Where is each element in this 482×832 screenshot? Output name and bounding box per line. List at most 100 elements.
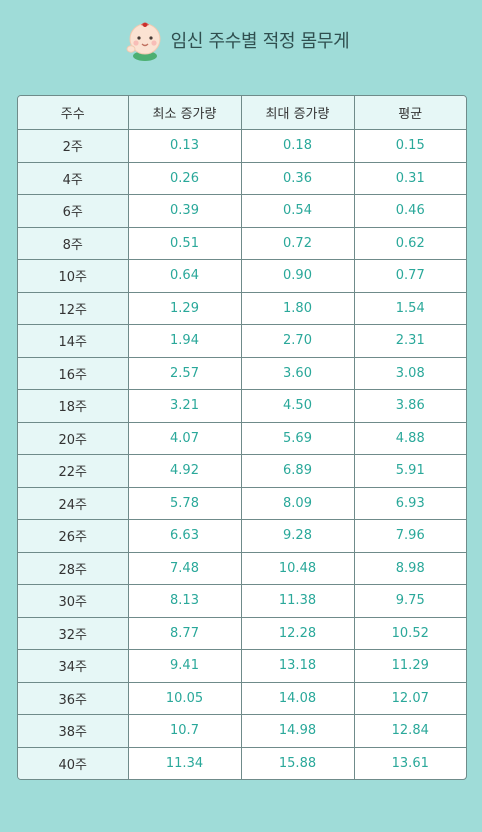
weight-table: 주수 최소 증가량 최대 증가량 평균 2주 0.13 0.18 0.15 4주 0.26… bbox=[17, 95, 467, 780]
week-cell: 14주 bbox=[18, 324, 129, 358]
max-gain-cell: 0.72 bbox=[241, 227, 355, 260]
table-row: 26주 6.63 9.28 7.96 bbox=[18, 519, 466, 553]
max-gain-cell: 0.18 bbox=[241, 129, 355, 163]
average-cell: 3.86 bbox=[354, 389, 466, 423]
min-gain-cell: 0.64 bbox=[128, 259, 242, 293]
week-cell: 32주 bbox=[18, 617, 129, 650]
max-gain-cell: 9.28 bbox=[241, 519, 355, 553]
week-cell: 24주 bbox=[18, 487, 129, 520]
average-cell: 0.31 bbox=[354, 162, 466, 195]
average-cell: 12.84 bbox=[354, 714, 466, 748]
week-cell: 16주 bbox=[18, 357, 129, 390]
min-gain-cell: 1.94 bbox=[128, 324, 242, 358]
min-gain-cell: 3.21 bbox=[128, 389, 242, 423]
average-cell: 12.07 bbox=[354, 682, 466, 715]
average-cell: 7.96 bbox=[354, 519, 466, 553]
average-cell: 10.52 bbox=[354, 617, 466, 650]
max-gain-cell: 4.50 bbox=[241, 389, 355, 423]
table-body: 2주 0.13 0.18 0.15 4주 0.26 0.36 0.31 6주 0.39 0.54 0.… bbox=[18, 129, 466, 779]
table-row: 18주 3.21 4.50 3.86 bbox=[18, 389, 466, 423]
average-cell: 9.75 bbox=[354, 584, 466, 618]
table-row: 28주 7.48 10.48 8.98 bbox=[18, 552, 466, 585]
min-gain-cell: 0.13 bbox=[128, 129, 242, 163]
week-cell: 26주 bbox=[18, 519, 129, 553]
table-row: 14주 1.94 2.70 2.31 bbox=[18, 324, 466, 358]
min-gain-cell: 6.63 bbox=[128, 519, 242, 553]
min-gain-cell: 2.57 bbox=[128, 357, 242, 390]
table-row: 34주 9.41 13.18 11.29 bbox=[18, 649, 466, 683]
average-cell: 0.15 bbox=[354, 129, 466, 163]
week-cell: 10주 bbox=[18, 259, 129, 293]
table-row: 8주 0.51 0.72 0.62 bbox=[18, 227, 466, 260]
table-row: 22주 4.92 6.89 5.91 bbox=[18, 454, 466, 488]
average-cell: 1.54 bbox=[354, 292, 466, 325]
max-gain-cell: 3.60 bbox=[241, 357, 355, 390]
max-gain-cell: 12.28 bbox=[241, 617, 355, 650]
max-gain-cell: 13.18 bbox=[241, 649, 355, 683]
table-row: 24주 5.78 8.09 6.93 bbox=[18, 487, 466, 520]
max-gain-cell: 2.70 bbox=[241, 324, 355, 358]
max-gain-cell: 6.89 bbox=[241, 454, 355, 488]
table-row: 6주 0.39 0.54 0.46 bbox=[18, 194, 466, 228]
max-gain-cell: 15.88 bbox=[241, 747, 355, 779]
min-gain-cell: 5.78 bbox=[128, 487, 242, 520]
min-gain-cell: 11.34 bbox=[128, 747, 242, 779]
average-cell: 5.91 bbox=[354, 454, 466, 488]
week-cell: 38주 bbox=[18, 714, 129, 748]
min-gain-cell: 9.41 bbox=[128, 649, 242, 683]
min-gain-cell: 0.26 bbox=[128, 162, 242, 195]
average-cell: 2.31 bbox=[354, 324, 466, 358]
week-cell: 6주 bbox=[18, 194, 129, 228]
week-cell: 20주 bbox=[18, 422, 129, 455]
week-cell: 18주 bbox=[18, 389, 129, 423]
table-row: 2주 0.13 0.18 0.15 bbox=[18, 129, 466, 163]
week-cell: 34주 bbox=[18, 649, 129, 683]
column-header-max-gain: 최대 증가량 bbox=[241, 96, 355, 130]
table-row: 40주 11.34 15.88 13.61 bbox=[18, 747, 466, 779]
table-header-row: 주수 최소 증가량 최대 증가량 평균 bbox=[18, 96, 466, 130]
week-cell: 2주 bbox=[18, 129, 129, 163]
column-header-week: 주수 bbox=[18, 96, 129, 130]
table-row: 10주 0.64 0.90 0.77 bbox=[18, 259, 466, 293]
max-gain-cell: 0.90 bbox=[241, 259, 355, 293]
average-cell: 0.46 bbox=[354, 194, 466, 228]
average-cell: 6.93 bbox=[354, 487, 466, 520]
week-cell: 30주 bbox=[18, 584, 129, 618]
table-row: 16주 2.57 3.60 3.08 bbox=[18, 357, 466, 390]
min-gain-cell: 0.51 bbox=[128, 227, 242, 260]
table-row: 38주 10.7 14.98 12.84 bbox=[18, 714, 466, 748]
min-gain-cell: 0.39 bbox=[128, 194, 242, 228]
min-gain-cell: 8.13 bbox=[128, 584, 242, 618]
max-gain-cell: 14.98 bbox=[241, 714, 355, 748]
max-gain-cell: 0.36 bbox=[241, 162, 355, 195]
week-cell: 4주 bbox=[18, 162, 129, 195]
table-row: 36주 10.05 14.08 12.07 bbox=[18, 682, 466, 715]
week-cell: 22주 bbox=[18, 454, 129, 488]
max-gain-cell: 5.69 bbox=[241, 422, 355, 455]
table-row: 12주 1.29 1.80 1.54 bbox=[18, 292, 466, 325]
table-row: 30주 8.13 11.38 9.75 bbox=[18, 584, 466, 618]
week-cell: 28주 bbox=[18, 552, 129, 585]
table-row: 20주 4.07 5.69 4.88 bbox=[18, 422, 466, 455]
average-cell: 4.88 bbox=[354, 422, 466, 455]
max-gain-cell: 0.54 bbox=[241, 194, 355, 228]
max-gain-cell: 10.48 bbox=[241, 552, 355, 585]
average-cell: 0.77 bbox=[354, 259, 466, 293]
week-cell: 8주 bbox=[18, 227, 129, 260]
average-cell: 3.08 bbox=[354, 357, 466, 390]
column-header-min-gain: 최소 증가량 bbox=[128, 96, 242, 130]
column-header-average: 평균 bbox=[354, 96, 466, 130]
table-row: 4주 0.26 0.36 0.31 bbox=[18, 162, 466, 195]
average-cell: 0.62 bbox=[354, 227, 466, 260]
min-gain-cell: 4.92 bbox=[128, 454, 242, 488]
max-gain-cell: 11.38 bbox=[241, 584, 355, 618]
page-title: 임신 주수별 적정 몸무게 bbox=[170, 31, 350, 52]
header: 임신 주수별 적정 몸무게 bbox=[0, 18, 482, 62]
min-gain-cell: 7.48 bbox=[128, 552, 242, 585]
week-cell: 40주 bbox=[18, 747, 129, 779]
min-gain-cell: 1.29 bbox=[128, 292, 242, 325]
max-gain-cell: 14.08 bbox=[241, 682, 355, 715]
max-gain-cell: 8.09 bbox=[241, 487, 355, 520]
week-cell: 36주 bbox=[18, 682, 129, 715]
